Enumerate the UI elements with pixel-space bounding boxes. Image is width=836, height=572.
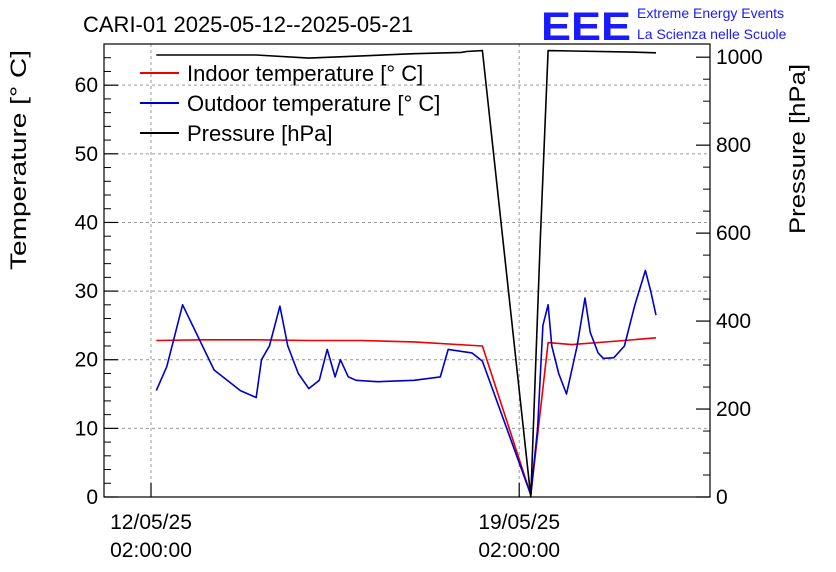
chart-title: CARI-01 2025-05-12--2025-05-21 <box>83 12 413 37</box>
eee-logo-line1: Extreme Energy Events <box>637 5 784 21</box>
grid-lines <box>104 44 710 497</box>
y2-tick-label: 600 <box>716 222 751 245</box>
y-tick-label: 10 <box>75 417 98 440</box>
x-tick-label-date: 19/05/25 <box>478 511 560 534</box>
y2-tick-label: 400 <box>716 310 751 333</box>
y-tick-label: 40 <box>75 211 98 234</box>
y2-tick-label: 1000 <box>716 46 763 69</box>
indoor-temperature-line <box>156 337 657 496</box>
series-layer <box>155 49 657 498</box>
x-tick-label-time: 02:00:00 <box>478 539 560 562</box>
y2-tick-label: 800 <box>716 134 751 157</box>
legend-entry: Outdoor temperature [° C] <box>187 91 440 116</box>
y2-tick-label: 0 <box>716 486 728 509</box>
eee-logo-line2: La Scienza nelle Scuole <box>637 26 787 42</box>
outdoor-temperature-line <box>155 269 657 496</box>
legend-entry: Indoor temperature [° C] <box>187 61 423 86</box>
y2-tick-label: 200 <box>716 398 751 421</box>
legend: Indoor temperature [° C] Outdoor temperat… <box>140 61 440 146</box>
eee-logo-mark: EEE <box>541 5 631 49</box>
x-tick-label-time: 02:00:00 <box>110 539 192 562</box>
y-tick-label: 20 <box>75 349 98 372</box>
y-axis-label: Temperature [° C] <box>6 50 31 270</box>
y-tick-label: 50 <box>75 143 98 166</box>
plot-frame <box>103 43 711 498</box>
legend-entry: Pressure [hPa] <box>187 121 333 146</box>
y-tick-label: 60 <box>75 74 98 97</box>
y-tick-label: 30 <box>75 280 98 303</box>
y-tick-label: 0 <box>86 486 98 509</box>
x-tick-label-date: 12/05/25 <box>110 511 192 534</box>
axis-ticks: 01020304050600200400600800100012/05/2502… <box>75 43 763 562</box>
pressure-line <box>156 49 657 498</box>
y2-axis-label: Pressure [hPa] <box>785 64 810 234</box>
